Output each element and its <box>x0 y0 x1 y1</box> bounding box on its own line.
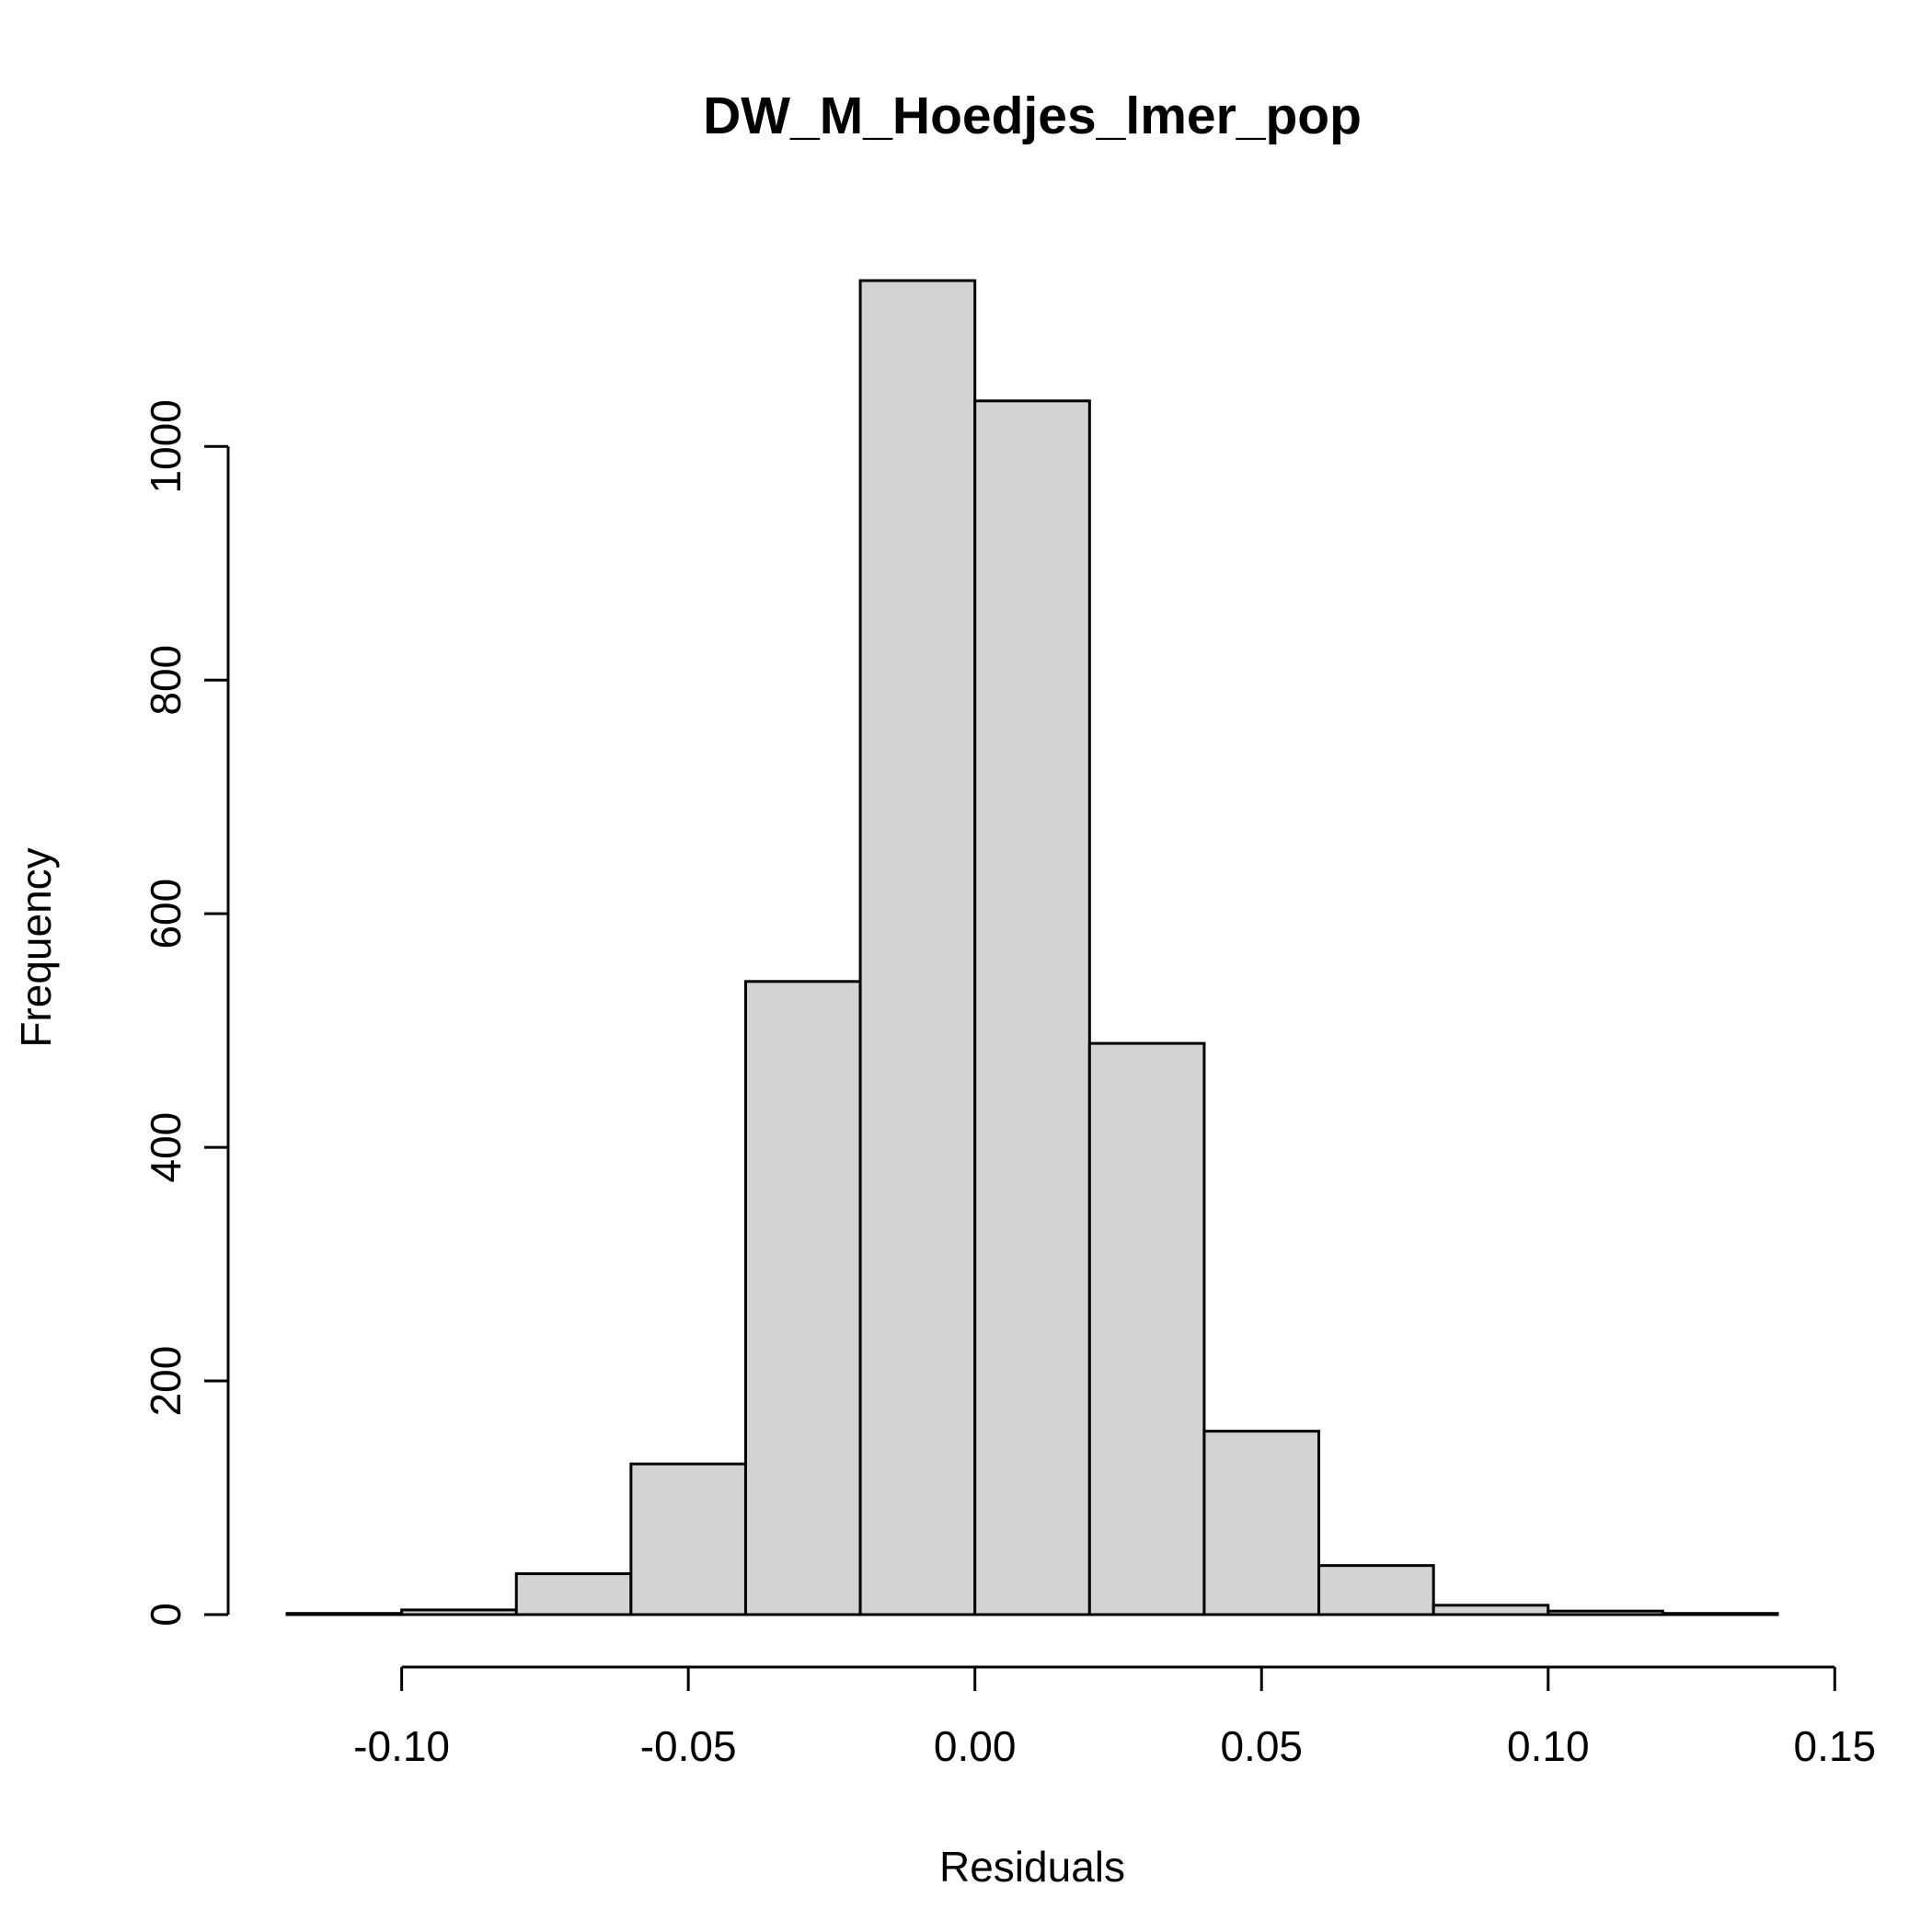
histogram-bar-11 <box>1547 1609 1664 1616</box>
y-tick-label-0: 0 <box>142 1603 190 1627</box>
x-tick-label-2: 0.00 <box>934 1722 1017 1770</box>
histogram-bar-1 <box>400 1608 518 1616</box>
histogram-bar-5 <box>858 279 977 1616</box>
histogram-bar-2 <box>514 1572 633 1616</box>
x-tick-label-4: 0.10 <box>1507 1722 1590 1770</box>
x-axis-title: Residuals <box>939 1843 1125 1891</box>
histogram-bar-6 <box>973 399 1091 1616</box>
histogram-bar-3 <box>629 1462 747 1616</box>
x-axis: -0.10 -0.05 0.00 0.05 0.10 0.15 <box>353 1665 1877 1770</box>
histogram-bar-7 <box>1087 1041 1206 1616</box>
histogram-bars <box>285 279 1779 1616</box>
y-tick-label-4: 800 <box>142 645 190 716</box>
histogram-bar-12 <box>1661 1612 1779 1616</box>
x-tick-label-5: 0.15 <box>1794 1722 1877 1770</box>
y-axis: 0 200 400 600 800 1000 <box>142 399 230 1627</box>
histogram-bar-8 <box>1202 1430 1321 1616</box>
y-tick-label-1: 200 <box>142 1346 190 1417</box>
x-tick-label-1: -0.05 <box>640 1722 737 1770</box>
histogram-bar-10 <box>1432 1604 1550 1616</box>
histogram-bar-4 <box>743 980 862 1616</box>
histogram-bar-9 <box>1317 1564 1435 1616</box>
y-tick-label-2: 400 <box>142 1112 190 1183</box>
x-tick-label-0: -0.10 <box>353 1722 450 1770</box>
y-tick-label-3: 600 <box>142 879 190 949</box>
histogram-bar-0 <box>285 1612 404 1616</box>
y-axis-title: Frequency <box>12 847 60 1047</box>
y-tick-label-5: 1000 <box>142 399 190 493</box>
x-tick-label-3: 0.05 <box>1220 1722 1303 1770</box>
chart-title: DW_M_Hoedjes_lmer_pop <box>703 86 1362 145</box>
